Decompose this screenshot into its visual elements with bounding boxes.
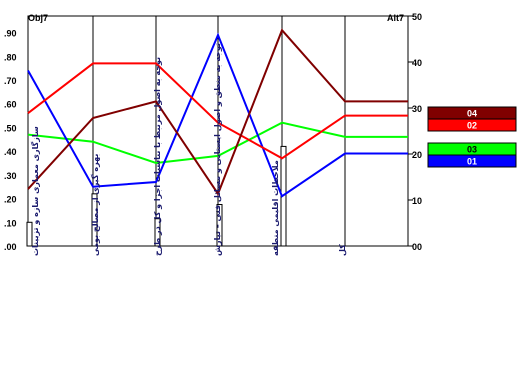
right-axis-title: Alt7 xyxy=(387,13,404,23)
left-axis: .00 .10 .20 .30 .40 .50 .60 .70 .80 .90 xyxy=(4,29,17,252)
legend: 04 02 03 01 xyxy=(427,106,517,168)
right-tick-label: 40 xyxy=(412,58,422,68)
left-tick-label: .80 xyxy=(4,52,17,62)
legend-label-04: 04 xyxy=(467,109,477,119)
left-tick-label: .50 xyxy=(4,123,17,133)
right-tick-label: 50 xyxy=(412,12,422,22)
category-label: بهره گیری از مصالح بومی xyxy=(90,154,100,256)
category-label: توجه به منطق و اصول ایستایی و مسائل فنی … xyxy=(213,43,223,256)
legend-label-01: 01 xyxy=(467,157,477,167)
left-tick-label: .00 xyxy=(4,242,17,252)
category-label: ملاحظات اقلیمی منطقه xyxy=(271,160,280,256)
category-label: سازگاری معماری سازه و تزیینات xyxy=(30,126,40,256)
series-line-03 xyxy=(27,121,408,165)
left-tick-label: .30 xyxy=(4,171,17,181)
series-line-02 xyxy=(27,62,408,160)
weight-bar xyxy=(26,221,33,247)
right-tick-label: 00 xyxy=(412,242,422,252)
legend-label-03: 03 xyxy=(467,145,477,155)
weight-bar xyxy=(216,204,223,247)
legend-swatch-01 xyxy=(427,154,517,168)
right-tick-label: 30 xyxy=(412,104,422,114)
legend-swatch-02 xyxy=(427,118,517,132)
series-line-01 xyxy=(27,32,408,198)
series-lines xyxy=(27,28,408,198)
right-tick-label: 20 xyxy=(412,150,422,160)
legend-label-02: 02 xyxy=(467,121,477,131)
category-label: کل xyxy=(338,244,347,256)
category-label: توجه به اصول مرتبط با تناسبات اجزا و کل … xyxy=(153,57,162,256)
series-line-04 xyxy=(27,28,408,196)
right-tick-label: 10 xyxy=(412,196,422,206)
weight-bar xyxy=(154,218,161,247)
left-tick-label: .90 xyxy=(4,29,17,39)
category-labels: سازگاری معماری سازه و تزیینات بهره گیری ا… xyxy=(30,43,347,256)
left-tick-label: .60 xyxy=(4,100,17,110)
left-tick-label: .40 xyxy=(4,147,17,157)
left-axis-title: Obj7 xyxy=(28,13,48,23)
left-tick-label: .20 xyxy=(4,195,17,205)
left-tick-label: .70 xyxy=(4,76,17,86)
weight-bar xyxy=(91,193,98,247)
left-tick-label: .10 xyxy=(4,218,17,228)
right-axis: 00 10 20 30 40 50 xyxy=(408,12,422,252)
